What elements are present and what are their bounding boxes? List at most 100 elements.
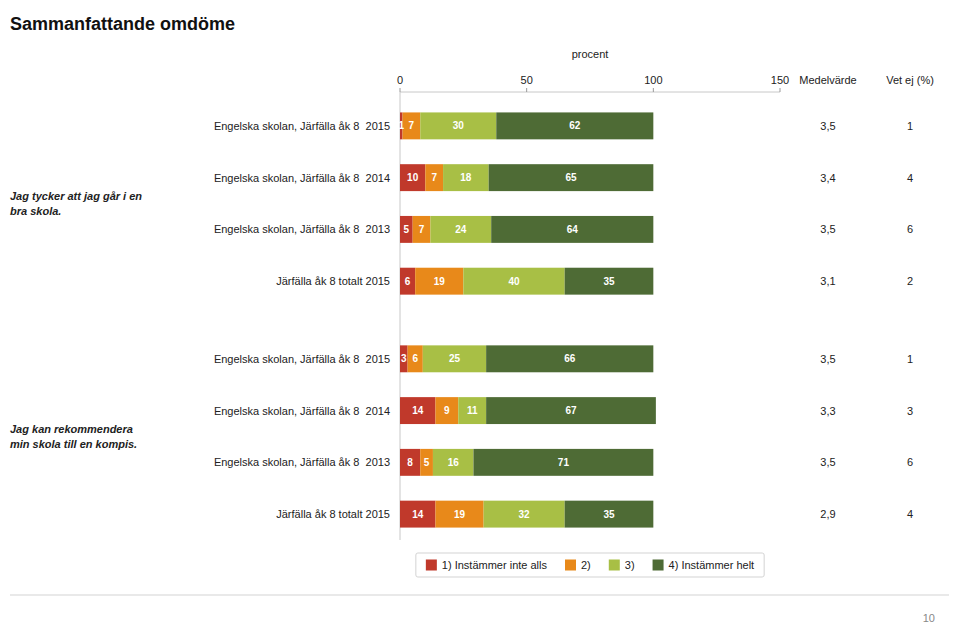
data-label: 18	[460, 172, 472, 183]
bar-segment	[496, 112, 653, 139]
data-label: 64	[567, 224, 579, 235]
bar-segment	[400, 216, 413, 243]
data-label: 10	[407, 172, 419, 183]
data-label: 40	[508, 276, 520, 287]
column-value: 2,9	[820, 508, 835, 520]
column-value: 1	[907, 353, 913, 365]
footer: 10	[923, 612, 935, 624]
legend-label: 4) Instämmer helt	[669, 559, 755, 571]
chart: Sammanfattande omdöme procent 0 50 100 150 Eng…	[0, 0, 959, 639]
x-tick-label: 100	[644, 74, 662, 86]
bar-segment	[491, 216, 653, 243]
x-tick-label: 150	[771, 74, 789, 86]
data-label: 32	[519, 509, 531, 520]
group-label-line: Jag tycker att jag går i en	[10, 190, 142, 202]
data-label: 8	[407, 457, 413, 468]
column-header: Medelvärde	[799, 74, 856, 86]
category-label: Engelska skolan, Järfälla åk 8 2013	[214, 223, 390, 235]
data-label: 5	[424, 457, 430, 468]
x-axis-line	[400, 92, 780, 93]
data-label: 14	[412, 405, 424, 416]
category-label: Engelska skolan, Järfälla åk 8 2014	[214, 405, 390, 417]
data-label: 7	[431, 172, 437, 183]
group-label-line: Jag kan rekommendera	[10, 423, 133, 435]
page: {"chart_data": { "type": "bar", "orienta…	[0, 0, 959, 639]
data-label: 65	[565, 172, 577, 183]
bar-segment	[408, 345, 423, 372]
bar-segment	[423, 345, 486, 372]
title: Sammanfattande omdöme	[10, 14, 235, 34]
legend-label: 1) Instämmer inte alls	[442, 559, 548, 571]
group-label: Jag kan rekommenderamin skola till en ko…	[10, 423, 137, 450]
legend-frame	[416, 553, 764, 577]
bar-segment	[400, 268, 415, 295]
column-value: 4	[907, 508, 913, 520]
bars	[400, 112, 656, 527]
bar-segment	[458, 397, 486, 424]
x-tick	[526, 88, 527, 92]
footer-rule	[10, 595, 949, 596]
x-axis-label: procent	[572, 48, 609, 60]
bar-segment	[425, 164, 443, 191]
bar-segment	[413, 216, 431, 243]
legend-label: 3)	[625, 559, 635, 571]
bar-segment	[433, 449, 474, 476]
bar-segment	[489, 164, 654, 191]
bar-segment	[420, 112, 496, 139]
bar-segment	[565, 501, 654, 528]
category-label: Engelska skolan, Järfälla åk 8 2015	[214, 120, 390, 132]
legend-swatch	[653, 560, 664, 571]
bar-segment	[403, 112, 421, 139]
data-label: 30	[453, 120, 465, 131]
data-label: 11	[467, 405, 478, 416]
legend-swatch	[609, 560, 620, 571]
bar-segment	[435, 501, 483, 528]
column-value: 3,4	[820, 172, 835, 184]
bar-segment	[484, 501, 565, 528]
data-label: 6	[412, 353, 418, 364]
column-value: 3	[907, 405, 913, 417]
category-label: Engelska skolan, Järfälla åk 8 2013	[214, 456, 390, 468]
category-label: Järfälla åk 8 totalt 2015	[276, 275, 390, 287]
data-label: 5	[404, 224, 410, 235]
bar-segment	[486, 345, 653, 372]
category-label: Engelska skolan, Järfälla åk 8 2014	[214, 172, 390, 184]
bar-segment	[400, 449, 420, 476]
legend: 1) Instämmer inte alls 2) 3) 4) Instämmer h…	[416, 553, 764, 577]
x-tick	[780, 88, 781, 92]
data-labels: 1730621071865572464619403536256614911678…	[398, 120, 615, 519]
column-value: 6	[907, 456, 913, 468]
bar-segment	[400, 397, 435, 424]
category-label: Engelska skolan, Järfälla åk 8 2015	[214, 353, 390, 365]
legend-label: 2)	[581, 559, 591, 571]
column-value: 6	[907, 223, 913, 235]
data-label: 9	[444, 405, 450, 416]
category-label: Järfälla åk 8 totalt 2015	[276, 508, 390, 520]
data-label: 66	[564, 353, 576, 364]
data-label: 14	[412, 509, 424, 520]
data-label: 35	[603, 276, 615, 287]
column-value: 3,5	[820, 120, 835, 132]
legend-swatch	[565, 560, 576, 571]
column-value: 1	[907, 120, 913, 132]
bar-segment	[435, 397, 458, 424]
data-label: 19	[454, 509, 466, 520]
column-value: 3,1	[820, 275, 835, 287]
x-tick-label: 50	[521, 74, 533, 86]
data-label: 16	[448, 457, 460, 468]
data-label: 67	[565, 405, 577, 416]
data-label: 7	[409, 120, 415, 131]
data-label: 62	[569, 120, 581, 131]
data-label: 24	[455, 224, 467, 235]
column-value: 3,5	[820, 223, 835, 235]
x-tick	[400, 88, 401, 92]
data-label: 1	[398, 120, 404, 131]
bar-segment	[565, 268, 654, 295]
bar-segment	[400, 501, 435, 528]
x-tick-label: 0	[397, 74, 403, 86]
bar-segment	[400, 345, 408, 372]
bar-segment	[473, 449, 653, 476]
bar-segment	[463, 268, 564, 295]
data-label: 25	[449, 353, 461, 364]
column-value: 3,3	[820, 405, 835, 417]
